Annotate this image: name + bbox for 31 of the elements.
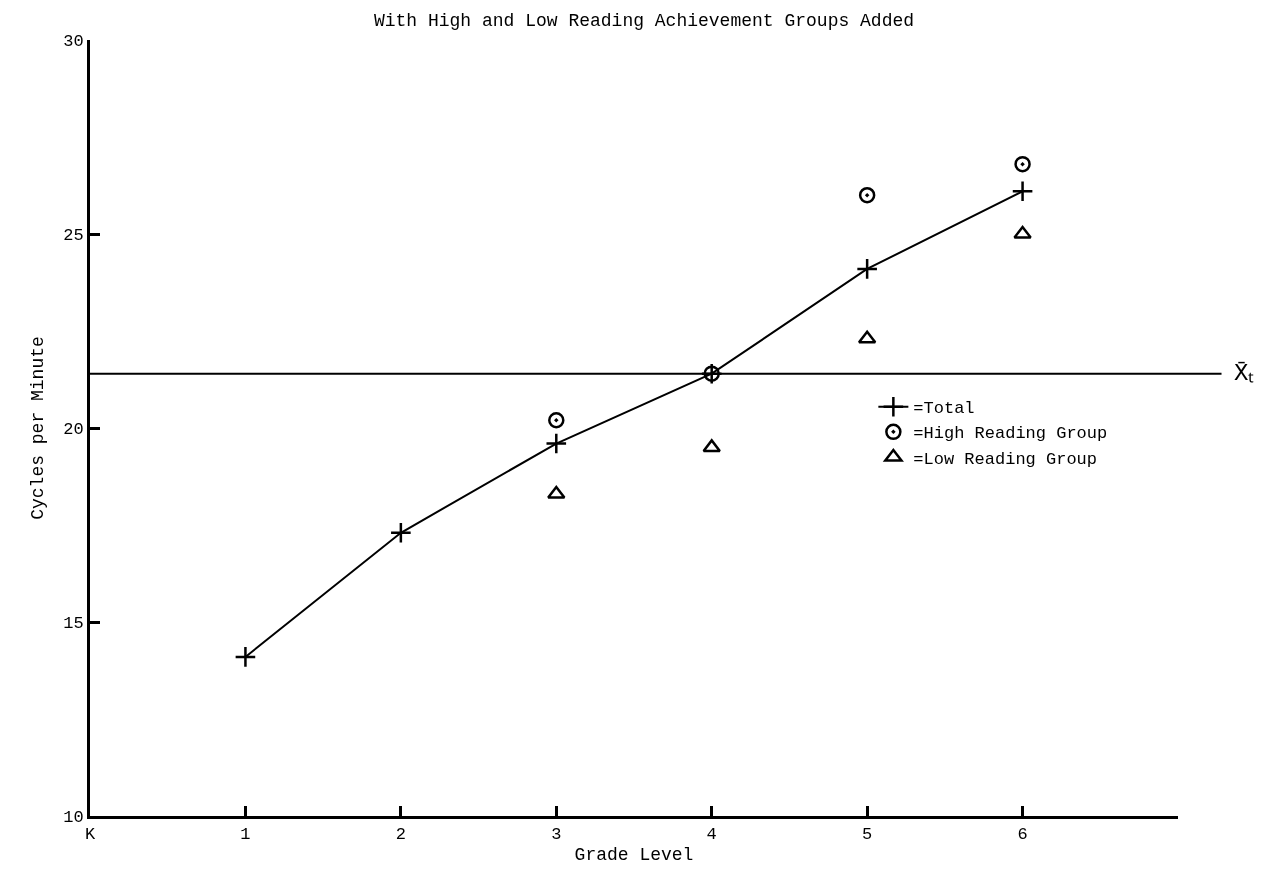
legend-label: =High Reading Group: [913, 424, 1108, 444]
y-tick-label: 30: [63, 31, 84, 51]
x-tick-label: 4: [706, 825, 717, 845]
ref-line-label: X̄ₜ: [1234, 360, 1255, 387]
chart-title: With High and Low Reading Achievement Groups Added: [373, 11, 915, 32]
point: [1011, 180, 1034, 203]
x-tick-label: K: [84, 825, 96, 845]
x-tick-label: 2: [395, 825, 406, 845]
legend-label: =Total: [913, 399, 975, 419]
y-tick-label: 25: [63, 225, 84, 245]
point: [856, 257, 879, 280]
point: [548, 411, 565, 429]
legend-label: =Low Reading Group: [913, 449, 1097, 469]
y-tick-label: 15: [63, 613, 84, 633]
x-tick-label: 6: [1017, 825, 1028, 845]
point: [545, 432, 568, 455]
point: [389, 521, 412, 544]
y-tick-label: 10: [63, 807, 84, 827]
y-axis-title: Cycles per Minute: [28, 336, 49, 520]
point: [702, 439, 722, 453]
point: [1014, 155, 1031, 173]
x-axis-title: Grade Level: [574, 844, 694, 865]
point: [546, 485, 566, 499]
point: [857, 330, 877, 344]
point: [1013, 225, 1032, 239]
point: [234, 645, 257, 668]
y-tick-label: 20: [63, 419, 84, 439]
point: [858, 186, 876, 204]
x-tick-label: 1: [240, 825, 251, 845]
x-tick-label: 5: [862, 825, 873, 845]
x-tick-label: 3: [551, 825, 562, 845]
